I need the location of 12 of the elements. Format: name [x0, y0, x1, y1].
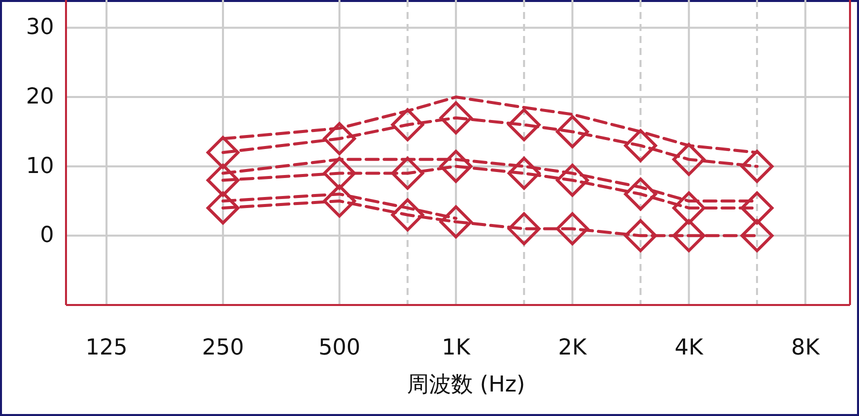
x-tick-label: 8K — [791, 336, 820, 360]
y-tick-label: 30 — [26, 15, 54, 40]
x-tick-label: 250 — [202, 336, 244, 360]
x-axis-title: 周波数 (Hz) — [406, 372, 526, 398]
x-tick-label: 125 — [85, 336, 128, 360]
y-tick-label: 20 — [26, 84, 54, 110]
x-tick-label: 4K — [674, 336, 704, 360]
y-tick-label: 0 — [40, 223, 54, 248]
x-tick-label: 500 — [318, 336, 360, 360]
x-tick-label: 1K — [442, 336, 471, 360]
x-tick-label: 2K — [558, 336, 588, 360]
y-tick-label: 10 — [26, 154, 54, 179]
